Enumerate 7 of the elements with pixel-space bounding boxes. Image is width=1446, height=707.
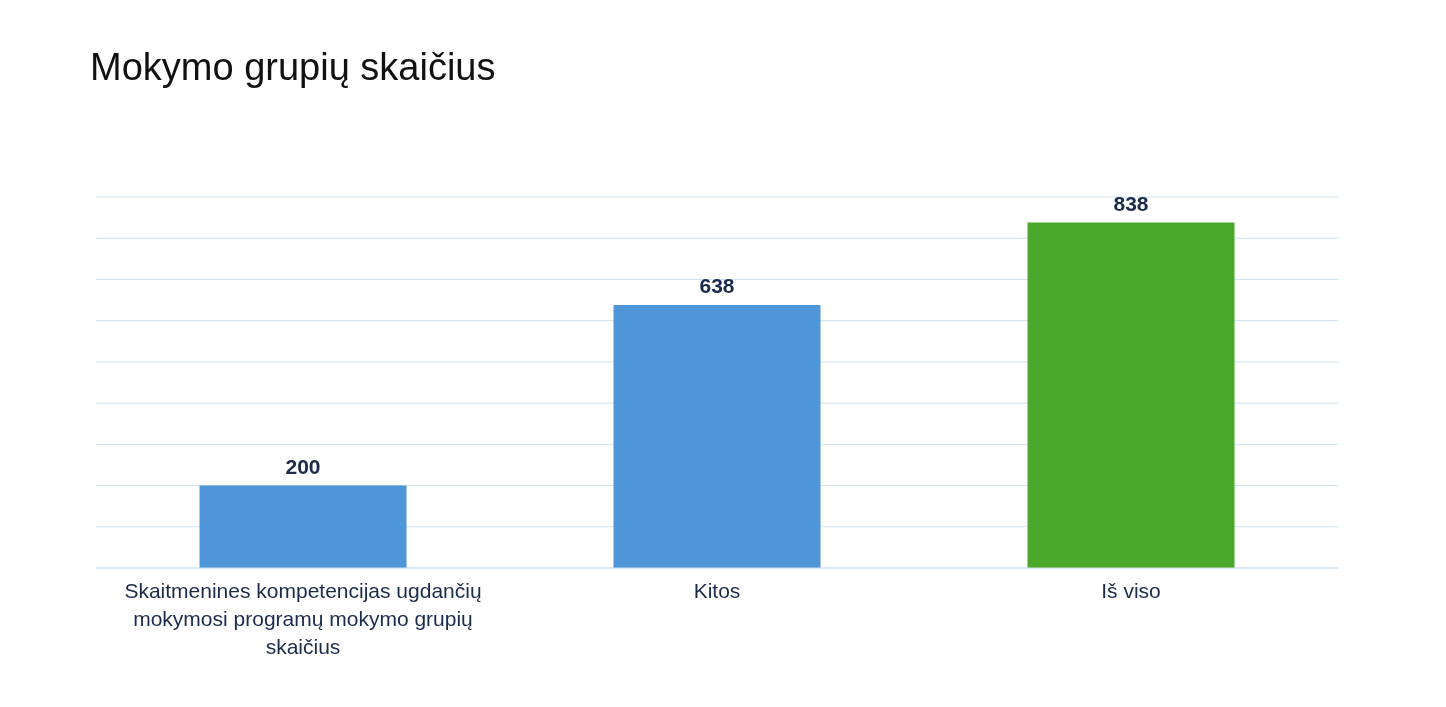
data-label: 200	[285, 454, 321, 478]
chart-title: Mokymo grupių skaičius	[89, 45, 497, 90]
x-tick-label: Skaitmenines kompetencijas ugdančių mokymosi programų mokymo grupių skaičius	[124, 579, 482, 658]
x-tick-label: Iš viso	[1101, 579, 1161, 602]
data-label: 638	[699, 274, 735, 297]
data-label: 838	[1113, 191, 1149, 215]
x-tick-label: Kitos	[693, 579, 741, 602]
